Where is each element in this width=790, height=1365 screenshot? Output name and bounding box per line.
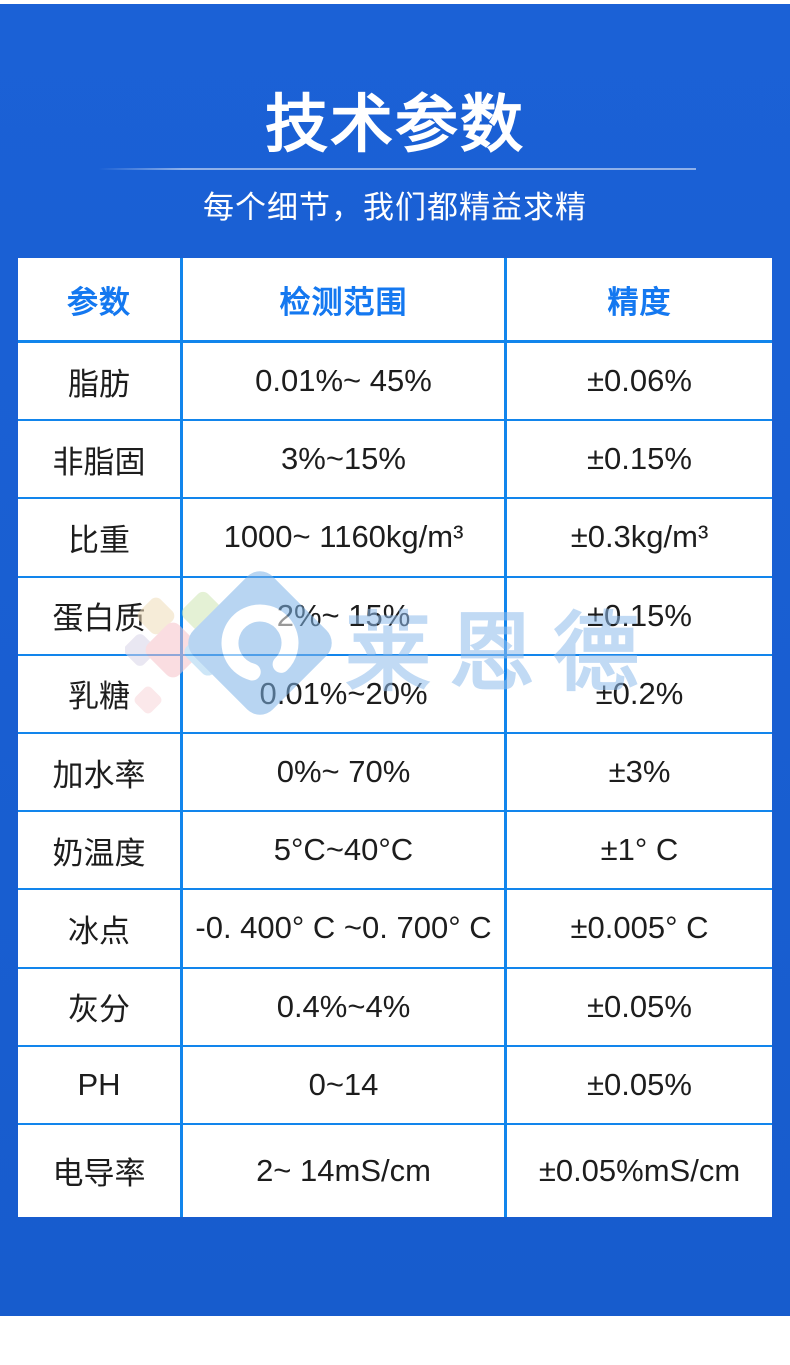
title-divider — [99, 168, 696, 170]
range-cell: 5°C~40°C — [183, 812, 507, 891]
precision-cell: ±3% — [507, 734, 772, 813]
range-cell: 0.01%~20% — [183, 655, 507, 734]
range-cell: 0~14 — [183, 1046, 507, 1125]
range-cell: 2%~ 15% — [183, 577, 507, 656]
range-cell: -0. 400° C ~0. 700° C — [183, 890, 507, 969]
precision-cell: ±0.06% — [507, 343, 772, 422]
param-cell: 比重 — [18, 499, 183, 578]
precision-cell: ±0.05% — [507, 969, 772, 1047]
precision-cell: ±0.15% — [507, 578, 772, 656]
range-cell: 0.4%~4% — [183, 968, 507, 1047]
param-cell: 非脂固 — [18, 421, 183, 500]
precision-cell: ±1° C — [507, 812, 772, 891]
param-cell: 蛋白质 — [18, 577, 183, 656]
range-cell: 1000~ 1160kg/m³ — [183, 499, 507, 578]
column-header-precision: 精度 — [507, 258, 772, 343]
column-header-range: 检测范围 — [183, 258, 507, 343]
param-cell: 加水率 — [18, 733, 183, 813]
page-subtitle: 每个细节，我们都精益求精 — [203, 190, 587, 225]
param-cell: PH — [18, 1046, 183, 1125]
column-header-parameter: 参数 — [18, 258, 183, 343]
range-cell: 3%~15% — [183, 421, 507, 500]
range-cell: 2~ 14mS/cm — [183, 1124, 507, 1217]
precision-cell: ±0.005° C — [507, 890, 772, 969]
precision-cell: ±0.3kg/m³ — [507, 499, 772, 578]
range-cell: 0%~ 70% — [183, 733, 507, 813]
page-title: 技术参数 — [265, 90, 525, 160]
param-cell: 乳糖 — [18, 655, 183, 734]
precision-cell: ±0.15% — [507, 421, 772, 500]
param-cell: 奶温度 — [18, 812, 183, 891]
param-cell: 冰点 — [18, 890, 183, 969]
param-cell: 电导率 — [18, 1124, 183, 1217]
spec-table: 参数 检测范围 精度 脂肪 0.01%~ 45% ±0.06% 非脂固 3%~1… — [18, 258, 772, 1217]
precision-cell: ±0.2% — [507, 656, 772, 734]
param-cell: 灰分 — [18, 968, 183, 1047]
range-cell: 0.01%~ 45% — [183, 343, 507, 422]
param-cell: 脂肪 — [18, 343, 183, 422]
precision-cell: ±0.05%mS/cm — [538, 1152, 741, 1188]
precision-cell: ±0.05% — [507, 1047, 772, 1125]
